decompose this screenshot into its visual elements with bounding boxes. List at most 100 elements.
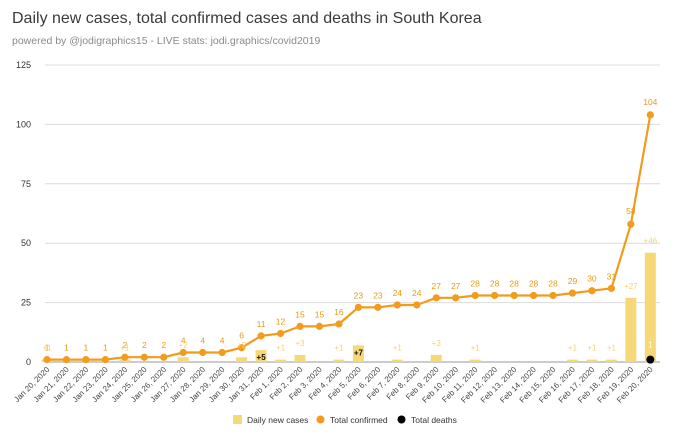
confirmed-label: 2	[142, 340, 147, 350]
new-cases-bar	[255, 350, 267, 362]
confirmed-point	[627, 220, 635, 228]
confirmed-label: 28	[548, 278, 558, 288]
confirmed-point	[296, 322, 304, 330]
legend-label: Total confirmed	[330, 415, 388, 425]
confirmed-label: 28	[490, 278, 500, 288]
confirmed-point	[471, 291, 479, 300]
confirmed-point	[82, 356, 90, 364]
new-cases-bar	[625, 297, 637, 362]
y-tick-label: 75	[21, 179, 31, 189]
y-tick-label: 50	[21, 238, 31, 248]
confirmed-point	[257, 332, 265, 340]
confirmed-label: 4	[220, 335, 225, 345]
new-cases-bar	[605, 359, 617, 362]
confirmed-label: 1	[64, 343, 69, 353]
y-tick-label: 125	[16, 60, 31, 70]
confirmed-point	[121, 353, 129, 361]
confirmed-label: 28	[509, 278, 519, 288]
confirmed-point	[101, 356, 109, 364]
confirmed-label: 12	[276, 316, 286, 326]
new-cases-bar	[566, 359, 578, 362]
new-cases-label: +27	[624, 282, 638, 291]
confirmed-label: 31	[607, 271, 617, 281]
new-cases-label: +3	[432, 339, 442, 348]
new-cases-label: +1	[568, 344, 578, 353]
confirmed-point	[160, 353, 168, 361]
new-cases-label: +1	[393, 344, 403, 353]
confirmed-point	[218, 348, 226, 357]
confirmed-point	[452, 294, 460, 302]
new-cases-label: +1	[120, 344, 130, 353]
new-cases-bar	[586, 359, 598, 362]
new-cases-label: +1	[471, 344, 481, 353]
confirmed-point	[646, 111, 654, 119]
confirmed-point	[140, 353, 148, 361]
line-layer	[47, 114, 652, 361]
confirmed-label: 2	[122, 340, 127, 350]
confirmed-point	[432, 294, 440, 302]
confirmed-point	[549, 291, 557, 300]
y-tick-label: 25	[21, 298, 31, 308]
confirmed-point	[568, 289, 577, 297]
confirmed-label: 28	[529, 278, 539, 288]
confirmed-label: 24	[393, 288, 403, 298]
new-cases-bar	[177, 357, 189, 362]
chart-title: Daily new cases, total confirmed cases a…	[12, 10, 482, 27]
confirmed-point	[179, 348, 187, 357]
confirmed-label: 4	[200, 335, 205, 345]
chart-subtitle: powered by @jodigraphics15 - LIVE stats:…	[12, 35, 321, 47]
grid-layer	[45, 64, 660, 363]
confirmed-label: 58	[626, 206, 636, 216]
confirmed-label: 29	[568, 276, 578, 286]
new-cases-bar	[275, 359, 287, 362]
legend-swatch	[397, 415, 406, 424]
confirmed-point	[315, 322, 324, 330]
confirmed-label: 23	[373, 290, 383, 300]
y-tick-label: 0	[26, 357, 31, 367]
confirmed-label: 28	[470, 278, 480, 288]
new-cases-label: +7	[354, 348, 364, 357]
confirmed-point	[238, 344, 246, 352]
new-cases-label: +2	[237, 341, 247, 350]
confirmed-label: 30	[587, 274, 597, 284]
confirmed-point	[413, 301, 421, 309]
confirmed-line	[47, 114, 652, 361]
new-cases-label: +1	[587, 344, 597, 353]
confirmed-label: 4	[181, 335, 186, 345]
new-cases-label: +46	[644, 237, 658, 246]
new-cases-bar	[469, 359, 481, 362]
point-layer	[43, 111, 655, 364]
confirmed-label: 23	[354, 290, 364, 300]
confirmed-label: 1	[103, 343, 108, 353]
legend-label: Total deaths	[411, 415, 457, 425]
death-label: 1	[648, 341, 653, 350]
confirmed-point	[335, 320, 343, 328]
new-cases-label: +3	[295, 339, 305, 348]
confirmed-label: 24	[412, 288, 422, 298]
confirmed-point	[62, 356, 71, 364]
new-cases-bar	[236, 357, 248, 362]
legend-swatch	[316, 415, 325, 424]
bar-layer	[41, 252, 656, 362]
confirmed-label: 15	[315, 309, 325, 319]
legend-swatch-new-cases	[233, 415, 242, 424]
confirmed-point	[607, 284, 615, 292]
death-point	[646, 355, 655, 364]
new-cases-label: +1	[334, 344, 344, 353]
confirmed-label: 2	[161, 340, 166, 350]
confirmed-point	[588, 287, 596, 295]
new-cases-bar	[352, 345, 364, 362]
new-cases-bar	[294, 354, 306, 362]
new-cases-bar	[391, 359, 403, 362]
new-cases-label: +1	[276, 344, 286, 353]
confirmed-label: 6	[239, 331, 244, 341]
new-cases-label: +1	[607, 344, 617, 353]
new-cases-label: +2	[179, 341, 189, 350]
new-cases-label: +1	[42, 344, 52, 353]
confirmed-point	[374, 303, 382, 311]
confirmed-point	[393, 301, 401, 309]
confirmed-label: 104	[643, 97, 657, 107]
